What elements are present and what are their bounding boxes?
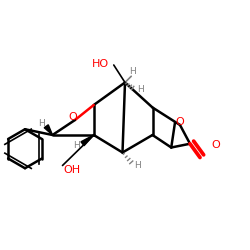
Polygon shape <box>44 125 52 135</box>
Polygon shape <box>81 135 94 146</box>
Text: HO: HO <box>92 59 109 69</box>
Text: H: H <box>38 119 44 128</box>
Text: OH: OH <box>64 165 81 175</box>
Text: O: O <box>211 140 220 150</box>
Text: H: H <box>129 67 136 76</box>
Text: O: O <box>176 117 184 127</box>
Text: O: O <box>68 112 77 122</box>
Text: H: H <box>74 140 80 149</box>
Text: H: H <box>134 161 141 170</box>
Text: H: H <box>136 86 143 94</box>
